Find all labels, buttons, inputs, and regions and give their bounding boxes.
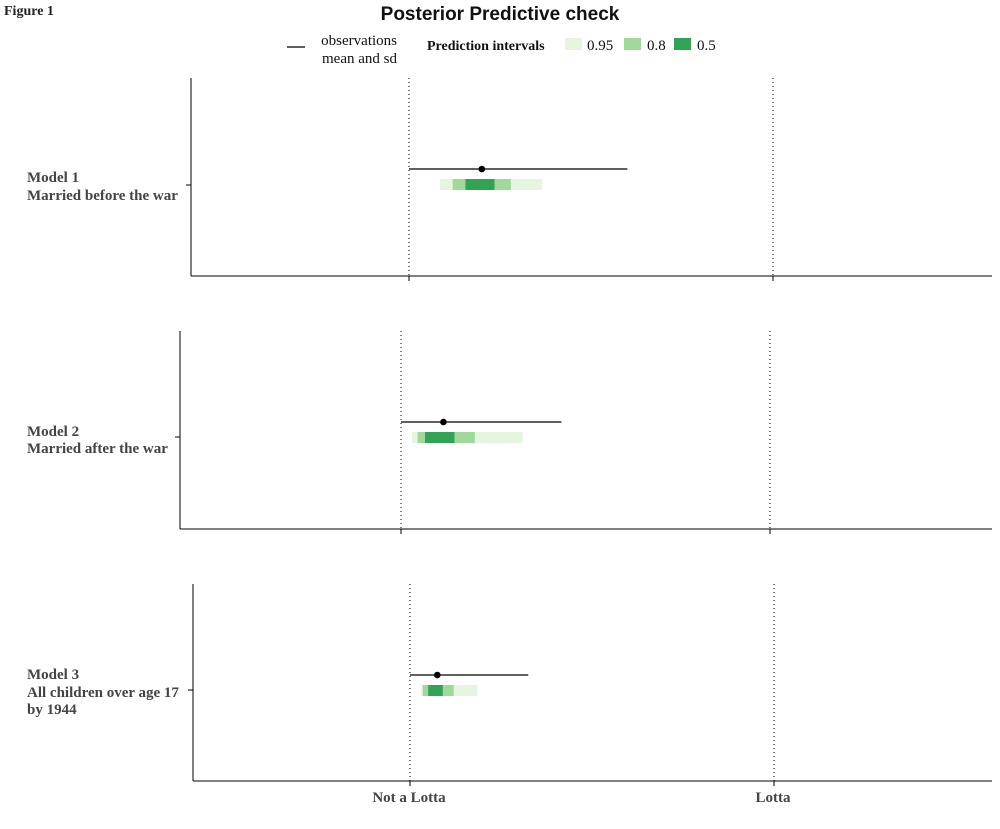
panel-label-line: All children over age 17: [27, 685, 179, 701]
legend-label-95: 0.95: [587, 38, 613, 54]
panel-label-line: Model 3: [27, 667, 79, 683]
observation-mean-point: [440, 418, 447, 426]
panel-label-line: by 1944: [27, 702, 77, 718]
interval-50: [465, 179, 495, 190]
interval-50: [428, 685, 443, 696]
panel-model-3: Model 3 All children over age 17 by 1944: [27, 584, 992, 786]
x-tick-label-lotta: Lotta: [756, 790, 791, 806]
legend-swatch-80: [624, 38, 641, 50]
observation-mean-point: [478, 165, 486, 173]
panel-model-2: Model 2 Married after the war: [27, 331, 992, 534]
chart-title: Posterior Predictive check: [381, 4, 620, 25]
panel-label-line: Model 2: [27, 424, 79, 440]
legend-swatch-95: [565, 38, 582, 50]
panel-model-1: Model 1 Married before the war: [27, 78, 992, 281]
legend-label-50: 0.5: [697, 38, 716, 54]
legend-intervals-title: Prediction intervals: [427, 39, 545, 54]
panel-label-line: Married after the war: [27, 441, 168, 457]
legend-observation-label-line2: mean and sd: [322, 51, 397, 67]
legend-observation-label-line1: observations: [321, 33, 397, 49]
observation-mean-point: [434, 671, 441, 679]
legend: observations mean and sd Prediction inte…: [287, 33, 716, 67]
legend-swatch-50: [674, 38, 691, 50]
figure-label: Figure 1: [4, 4, 54, 19]
panel-label-line: Married before the war: [27, 188, 178, 204]
legend-label-80: 0.8: [647, 38, 666, 54]
x-tick-label-not-a-lotta: Not a Lotta: [372, 790, 446, 806]
panel-label-line: Model 1: [27, 170, 79, 186]
interval-50: [424, 432, 455, 443]
